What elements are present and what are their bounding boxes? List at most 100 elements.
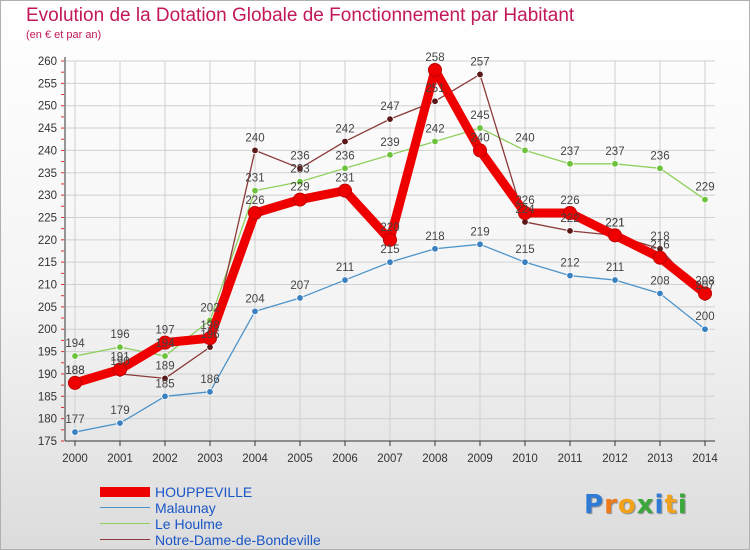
data-point-houppeville (518, 206, 532, 220)
legend-swatch-houppeville (100, 487, 150, 497)
axes: 175 180 185 190 195 200 205 210 215 220 225 230 235 2… (38, 56, 719, 465)
data-label-malaunay: 177 (65, 414, 84, 426)
data-point-notre-dame-de-bondeville (476, 70, 484, 79)
data-label-le-houlme: 237 (605, 146, 624, 158)
data-label-houppeville: 216 (650, 240, 669, 252)
data-label-le-houlme: 229 (695, 182, 714, 194)
data-point-houppeville (473, 143, 487, 158)
data-label-houppeville: 188 (65, 365, 84, 377)
x-tick-label: 2001 (107, 453, 133, 465)
data-point-malaunay (386, 258, 394, 266)
data-label-houppeville: 220 (380, 222, 399, 234)
data-point-houppeville (203, 331, 217, 346)
data-label-le-houlme: 237 (560, 146, 579, 158)
y-tick-label: 210 (38, 280, 57, 292)
data-point-malaunay (296, 294, 304, 302)
data-point-malaunay (341, 276, 349, 284)
x-tick-label: 2014 (692, 453, 718, 465)
data-label-malaunay: 218 (425, 231, 444, 243)
data-point-notre-dame-de-bondeville (566, 227, 574, 235)
data-label-houppeville: 221 (605, 217, 624, 229)
data-point-houppeville (653, 250, 667, 265)
data-label-houppeville: 258 (425, 52, 444, 64)
legend-label-notre-dame-de-bondeville: Notre-Dame-de-Bondeville (155, 532, 321, 548)
legend-swatch-notre-dame-de-bondeville (100, 539, 150, 540)
y-tick-label: 220 (38, 235, 57, 247)
proxiti-logo: Proxiti (584, 490, 688, 520)
data-label-malaunay: 186 (200, 374, 219, 386)
data-label-houppeville: 197 (155, 325, 174, 337)
y-tick-label: 190 (38, 369, 57, 381)
data-point-le-houlme (251, 186, 259, 195)
legend-label-malaunay: Malaunay (155, 500, 216, 516)
logo-letter: o (617, 490, 637, 520)
data-point-le-houlme (566, 160, 574, 168)
data-label-le-houlme: 196 (110, 329, 129, 341)
data-point-malaunay (566, 271, 574, 280)
data-label-houppeville: 198 (200, 320, 219, 332)
y-tick-label: 180 (38, 414, 57, 426)
data-label-malaunay: 215 (515, 244, 534, 256)
data-label-le-houlme: 202 (200, 302, 219, 314)
data-label-le-houlme: 233 (290, 164, 309, 176)
data-point-le-houlme (656, 164, 664, 172)
data-label-malaunay: 185 (155, 378, 174, 390)
y-tick-label: 175 (38, 436, 57, 448)
logo-letter: x (636, 490, 655, 520)
data-point-houppeville (428, 62, 442, 77)
data-label-houppeville: 226 (515, 195, 534, 207)
data-point-malaunay (71, 428, 79, 436)
y-tick-label: 245 (38, 123, 57, 135)
data-point-notre-dame-de-bondeville (296, 164, 304, 172)
legend-label-houppeville: HOUPPEVILLE (155, 484, 253, 500)
y-tick-label: 195 (38, 347, 57, 359)
data-label-malaunay: 207 (290, 280, 309, 292)
y-tick-label: 255 (38, 78, 57, 90)
data-point-malaunay (656, 289, 664, 298)
data-label-houppeville: 226 (245, 195, 264, 207)
data-label-notre-dame-de-bondeville: 224 (515, 204, 535, 216)
data-point-houppeville (113, 362, 127, 377)
data-point-le-houlme (701, 195, 709, 204)
data-label-le-houlme: 240 (515, 132, 534, 144)
legend-label-le-houlme: Le Houlme (155, 516, 223, 532)
data-label-notre-dame-de-bondeville: 247 (380, 101, 399, 113)
x-tick-label: 2010 (512, 453, 538, 465)
data-point-le-houlme (161, 352, 169, 360)
data-label-le-houlme: 239 (380, 137, 399, 149)
data-label-le-houlme: 245 (470, 110, 489, 122)
data-label-houppeville: 208 (695, 275, 714, 287)
x-tick-label: 2008 (422, 453, 448, 465)
data-label-notre-dame-de-bondeville: 188 (65, 365, 84, 377)
data-label-houppeville: 191 (110, 351, 129, 363)
data-point-houppeville (293, 192, 307, 207)
data-label-notre-dame-de-bondeville: 242 (335, 123, 354, 135)
data-label-houppeville: 229 (290, 182, 309, 194)
data-point-le-houlme (116, 343, 124, 351)
data-label-notre-dame-de-bondeville: 218 (650, 231, 669, 243)
data-label-le-houlme: 231 (245, 173, 264, 185)
legend-swatch-malaunay (100, 507, 150, 508)
x-tick-label: 2003 (197, 453, 223, 465)
data-point-malaunay (476, 240, 484, 248)
data-label-notre-dame-de-bondeville: 222 (560, 213, 579, 225)
data-label-houppeville: 226 (560, 195, 579, 207)
data-labels: 177 179 185 186 204 207 211 215 218 219 215 212 211 2… (65, 52, 714, 426)
series-group (68, 62, 712, 436)
data-point-notre-dame-de-bondeville (341, 137, 349, 146)
data-point-le-houlme (386, 151, 394, 159)
y-tick-label: 235 (38, 168, 57, 180)
x-tick-label: 2011 (558, 453, 583, 465)
data-point-houppeville (608, 228, 622, 243)
chart-title: Evolution de la Dotation Globale de Fonc… (26, 5, 575, 26)
data-point-houppeville (248, 206, 262, 220)
data-point-notre-dame-de-bondeville (251, 146, 259, 155)
logo-letter: i (654, 490, 665, 520)
data-label-notre-dame-de-bondeville: 236 (290, 150, 309, 162)
data-point-notre-dame-de-bondeville (161, 374, 169, 383)
data-point-malaunay (431, 245, 439, 253)
y-tick-label: 225 (38, 212, 57, 224)
data-label-malaunay: 208 (650, 275, 669, 287)
x-tick-label: 2007 (377, 453, 403, 465)
